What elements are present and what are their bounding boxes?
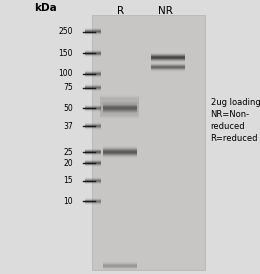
Text: 150: 150 — [58, 49, 73, 58]
Text: 50: 50 — [63, 104, 73, 113]
Text: 37: 37 — [63, 122, 73, 130]
Text: 25: 25 — [63, 148, 73, 156]
Text: R: R — [117, 6, 125, 16]
Text: 20: 20 — [63, 159, 73, 167]
Text: 250: 250 — [58, 27, 73, 36]
Text: NR: NR — [158, 6, 173, 16]
Bar — [92, 15, 205, 270]
Text: 100: 100 — [58, 70, 73, 78]
Text: 10: 10 — [63, 197, 73, 206]
Text: kDa: kDa — [34, 3, 57, 13]
Text: 15: 15 — [63, 176, 73, 185]
Text: 75: 75 — [63, 83, 73, 92]
Text: 2ug loading
NR=Non-
reduced
R=reduced: 2ug loading NR=Non- reduced R=reduced — [211, 98, 260, 143]
